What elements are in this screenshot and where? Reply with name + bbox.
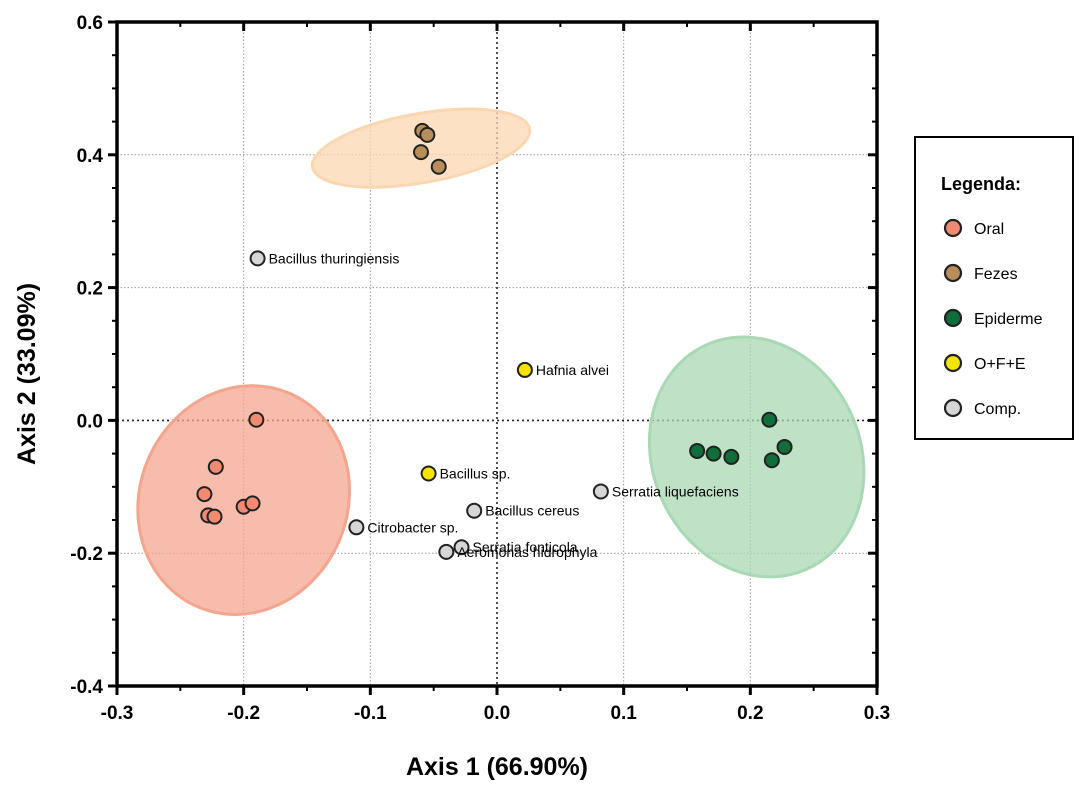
point-label-aeromonas-hidrophyla: Aeromonas hidrophyla bbox=[457, 544, 597, 560]
point-oral bbox=[196, 486, 213, 503]
point-oral bbox=[248, 411, 265, 428]
point-oral bbox=[207, 458, 224, 475]
legend-label-o-f-e: O+F+E bbox=[974, 356, 1026, 373]
point-labels: Hafnia alvei Bacillus sp. Bacillus thuring… bbox=[269, 250, 739, 559]
point-comp bbox=[592, 483, 609, 500]
x-tick-label: 0.3 bbox=[864, 703, 890, 724]
point-epiderme bbox=[761, 411, 778, 428]
point-fezes bbox=[430, 158, 447, 175]
point-epiderme bbox=[723, 448, 740, 465]
legend-marker-epiderme bbox=[943, 308, 963, 328]
point-oral bbox=[206, 508, 223, 525]
legend-label-epiderme: Epiderme bbox=[974, 311, 1043, 328]
x-tick-label: -0.2 bbox=[227, 703, 260, 724]
group-ellipses bbox=[136, 107, 866, 616]
point-epiderme bbox=[705, 445, 722, 462]
data-points bbox=[196, 122, 793, 560]
legend-box bbox=[914, 136, 1074, 440]
point-epiderme bbox=[763, 452, 780, 469]
y-tick-label: -0.2 bbox=[70, 544, 103, 565]
y-tick-label: -0.4 bbox=[70, 677, 103, 698]
legend-marker-o-f-e bbox=[943, 353, 963, 373]
point-label-serratia-fonticola: Serratia fonticola bbox=[473, 539, 578, 555]
y-tick-label: 0.2 bbox=[77, 279, 103, 300]
point-comp bbox=[348, 519, 365, 536]
x-tick-label: -0.3 bbox=[101, 703, 134, 724]
point-o-f-e bbox=[516, 361, 533, 378]
point-comp bbox=[249, 250, 266, 267]
y-tick-label: 0.4 bbox=[77, 146, 104, 167]
y-tick-label: 0.0 bbox=[77, 411, 103, 432]
x-tick-label: 0.0 bbox=[484, 703, 510, 724]
point-label-hafnia-alvei: Hafnia alvei bbox=[536, 362, 609, 378]
x-tick-label: -0.1 bbox=[354, 703, 387, 724]
point-epiderme bbox=[689, 442, 706, 459]
legend-label-comp: Comp. bbox=[974, 401, 1021, 418]
legend-title: Legenda: bbox=[941, 174, 1021, 194]
legend-marker-comp bbox=[943, 398, 963, 418]
point-label-bacillus-cereus: Bacillus cereus bbox=[485, 503, 579, 519]
point-comp bbox=[438, 543, 455, 560]
x-axis-title: Axis 1 (66.90%) bbox=[406, 753, 588, 781]
ellipse-epiderme bbox=[647, 335, 866, 579]
x-tick-label: 0.2 bbox=[737, 703, 763, 724]
point-comp bbox=[466, 502, 483, 519]
legend-marker-oral bbox=[943, 218, 963, 238]
point-label-citrobacter-sp: Citrobacter sp. bbox=[367, 519, 458, 535]
legend-label-fezes: Fezes bbox=[974, 266, 1018, 283]
y-tick-label: 0.6 bbox=[77, 13, 103, 34]
point-comp bbox=[453, 539, 470, 556]
point-oral bbox=[244, 495, 261, 512]
point-o-f-e bbox=[420, 465, 437, 482]
x-tick-label: 0.1 bbox=[610, 703, 637, 724]
legend: Legenda: Oral Fezes Epiderme O+F+E Comp. bbox=[914, 136, 1074, 440]
point-fezes bbox=[419, 126, 436, 143]
axes: -0.3 -0.2 -0.1 0.0 0.1 0.2 0.3 -0.4 -0.2 0.0 0.2 0.… bbox=[70, 13, 890, 724]
point-label-serratia-liquefaciens: Serratia liquefaciens bbox=[612, 483, 739, 499]
point-label-bacillus-thuringiensis: Bacillus thuringiensis bbox=[269, 250, 400, 266]
legend-marker-fezes bbox=[943, 263, 963, 283]
y-axis-title: Axis 2 (33.09%) bbox=[13, 283, 41, 465]
point-epiderme bbox=[776, 438, 793, 455]
point-label-bacillus-sp: Bacillus sp. bbox=[440, 466, 511, 482]
legend-label-oral: Oral bbox=[974, 221, 1004, 238]
point-fezes bbox=[413, 144, 429, 161]
